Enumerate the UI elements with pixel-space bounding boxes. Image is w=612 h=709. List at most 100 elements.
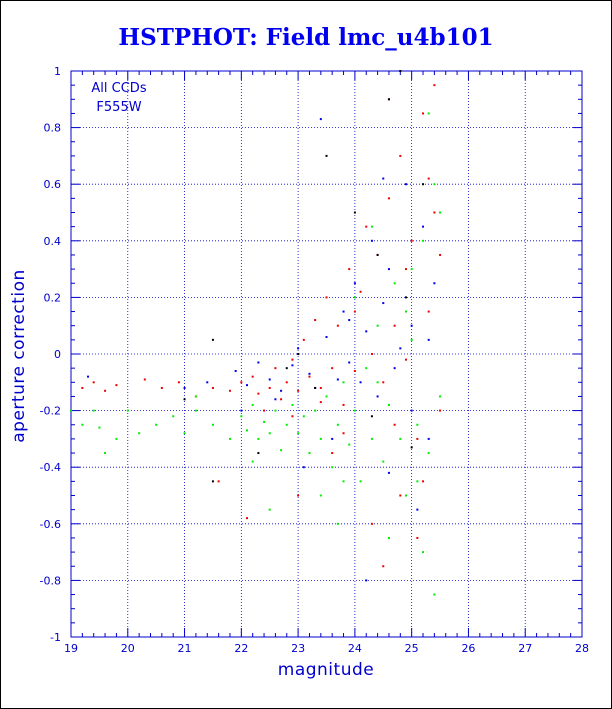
data-point: [410, 324, 413, 327]
data-point: [183, 432, 186, 435]
data-point: [331, 367, 334, 370]
data-point: [370, 239, 373, 242]
data-point: [325, 395, 328, 398]
data-point: [206, 381, 209, 384]
data-point: [399, 347, 402, 350]
data-point: [291, 358, 294, 361]
data-point: [263, 409, 266, 412]
data-point: [228, 389, 231, 392]
data-point: [410, 268, 413, 271]
data-point: [268, 508, 271, 511]
data-point: [348, 268, 351, 271]
data-point: [399, 154, 402, 157]
data-point: [297, 389, 300, 392]
grid: [71, 71, 582, 637]
data-point: [211, 386, 214, 389]
y-tick-label: 0.6: [44, 178, 62, 191]
data-point: [422, 225, 425, 228]
data-point: [422, 112, 425, 115]
data-point: [433, 211, 436, 214]
data-point: [382, 460, 385, 463]
data-point: [274, 409, 277, 412]
y-axis-label: aperture correction: [9, 269, 29, 443]
data-point: [399, 437, 402, 440]
data-point: [155, 423, 158, 426]
data-point: [342, 480, 345, 483]
data-point: [393, 282, 396, 285]
y-tick-label: -1: [50, 631, 61, 644]
data-point: [274, 367, 277, 370]
data-point: [257, 452, 260, 455]
data-point: [104, 389, 107, 392]
data-point: [387, 536, 390, 539]
annotation-ccds: All CCDs: [91, 81, 146, 96]
data-point: [348, 443, 351, 446]
data-point: [399, 494, 402, 497]
x-tick-label: 22: [234, 642, 248, 655]
data-point: [331, 452, 334, 455]
data-point: [353, 282, 356, 285]
y-tick-label: 0: [54, 348, 61, 361]
data-point: [370, 522, 373, 525]
data-point: [263, 420, 266, 423]
data-point: [433, 593, 436, 596]
data-point: [251, 460, 254, 463]
y-tick-label: -0.6: [40, 518, 61, 531]
data-point: [422, 551, 425, 554]
data-point: [285, 367, 288, 370]
data-point: [370, 437, 373, 440]
x-tick-label: 28: [575, 642, 589, 655]
data-point: [416, 536, 419, 539]
data-point: [439, 409, 442, 412]
data-point: [285, 423, 288, 426]
data-point: [104, 452, 107, 455]
data-point: [246, 384, 249, 387]
data-point: [319, 494, 322, 497]
data-point: [359, 290, 362, 293]
data-point: [348, 319, 351, 322]
data-point: [427, 338, 430, 341]
data-point: [387, 471, 390, 474]
data-point: [268, 378, 271, 381]
data-point: [393, 324, 396, 327]
data-point: [331, 437, 334, 440]
x-tick-label: 20: [121, 642, 135, 655]
data-point: [211, 423, 214, 426]
data-point: [81, 423, 84, 426]
data-point: [433, 84, 436, 87]
x-tick-label: 25: [405, 642, 419, 655]
data-point: [427, 112, 430, 115]
data-point: [297, 432, 300, 435]
data-point: [336, 324, 339, 327]
data-point: [160, 386, 163, 389]
data-point: [439, 253, 442, 256]
data-point: [376, 381, 379, 384]
data-point: [194, 409, 197, 412]
data-point: [376, 324, 379, 327]
data-point: [365, 579, 368, 582]
data-point: [297, 494, 300, 497]
data-point: [177, 381, 180, 384]
data-point: [314, 386, 317, 389]
data-point: [291, 364, 294, 367]
data-point: [308, 452, 311, 455]
data-point: [342, 310, 345, 313]
data-point: [387, 197, 390, 200]
data-point: [404, 268, 407, 271]
data-point: [228, 437, 231, 440]
data-point: [382, 302, 385, 305]
data-point: [359, 480, 362, 483]
data-point: [280, 389, 283, 392]
data-point: [410, 338, 413, 341]
y-tick-label: -0.4: [40, 461, 61, 474]
data-point: [365, 367, 368, 370]
data-point: [240, 409, 243, 412]
data-point: [115, 384, 118, 387]
data-point: [115, 437, 118, 440]
data-point: [393, 367, 396, 370]
data-point: [382, 381, 385, 384]
data-point: [359, 381, 362, 384]
data-point: [439, 395, 442, 398]
